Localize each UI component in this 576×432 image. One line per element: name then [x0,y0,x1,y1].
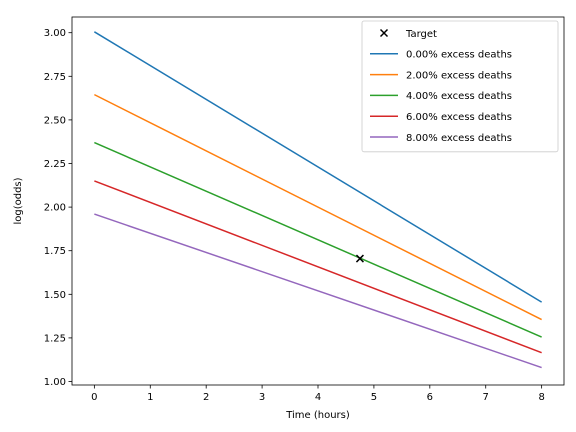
y-tick-label: 2.75 [44,72,66,83]
y-axis-ticks: 1.00 1.25 1.50 1.75 2.00 2.25 2.50 2.75 3.00 [44,28,72,388]
legend-label: 6.00% excess deaths [406,112,512,123]
x-tick-label: 5 [371,392,377,403]
x-tick-label: 7 [483,392,489,403]
plot-frame [71,16,565,386]
legend-label: 8.00% excess deaths [406,133,512,144]
y-tick-label: 3.00 [44,28,66,39]
x-tick-label: 8 [538,392,544,403]
x-axis-label: Time (hours) [285,410,350,421]
legend-label: 0.00% excess deaths [406,50,512,61]
x-tick-label: 0 [91,392,97,403]
y-tick-label: 2.50 [44,115,66,126]
x-axis-ticks: 0 1 2 3 4 5 6 7 8 [91,385,545,403]
y-tick-label: 1.25 [44,333,66,344]
legend-label: 2.00% excess deaths [406,70,512,81]
y-tick-label: 1.50 [44,290,66,301]
series-line-0 [93,31,543,303]
legend-box [361,20,559,153]
y-tick-label: 1.00 [44,377,66,388]
y-tick-label: 1.75 [44,246,66,257]
x-tick-label: 2 [203,392,209,403]
legend-label: 4.00% excess deaths [406,91,512,102]
x-tick-label: 4 [315,392,321,403]
marker-layer [355,254,364,263]
legend: Target 0.00% excess deaths 2.00% excess de… [361,20,559,153]
series-line-1 [94,93,542,321]
legend-marker-target [379,28,389,38]
y-tick-label: 2.00 [44,203,66,214]
y-axis-label: log(odds) [13,177,24,224]
target-marker [355,254,364,263]
series-line-2 [94,141,542,338]
x-tick-label: 1 [147,392,153,403]
series-line-4 [94,213,542,369]
legend-label: Target [405,29,437,40]
series-layer [93,31,543,369]
x-tick-label: 6 [427,392,433,403]
x-tick-label: 3 [259,392,265,403]
series-line-3 [94,180,542,354]
y-tick-label: 2.25 [44,159,66,170]
